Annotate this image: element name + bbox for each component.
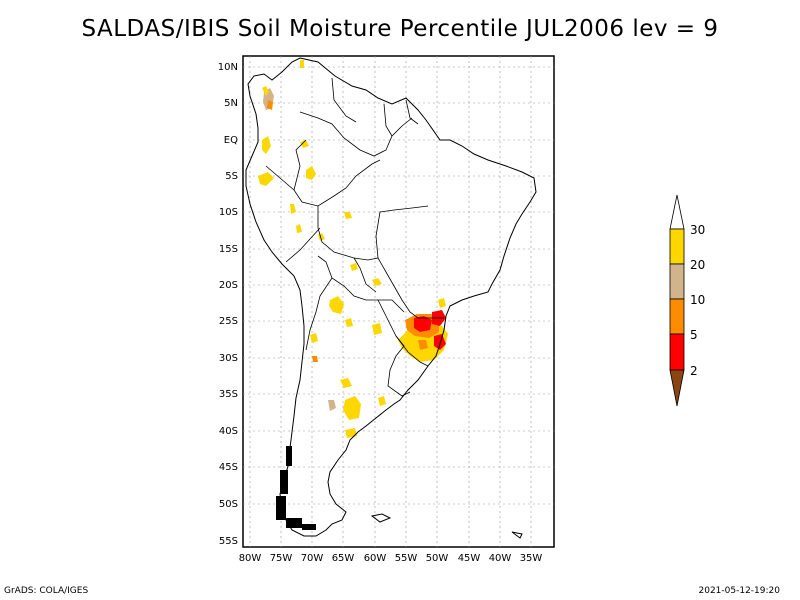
colorbar-label: 10 [690,293,705,307]
lat-label: 45S [219,462,238,473]
lon-label: 55W [395,553,418,564]
footer-timestamp: 2021-05-12-19:20 [698,586,781,596]
colorbar-segment-above-30 [669,194,685,230]
lat-label: 5N [224,98,238,109]
lon-label: 45W [458,553,481,564]
colorbar-segment-below-2 [669,369,685,407]
footer-credit: GrADS: COLA/IGES [4,586,89,596]
lat-label: 10S [219,207,238,218]
colorbar-label: 20 [690,258,705,272]
lat-label: 10N [218,62,238,73]
map-frame [242,55,555,548]
colorbar-segment-10-20 [669,263,685,300]
lon-label: 50W [426,553,449,564]
map-title: SALDAS/IBIS Soil Moisture Percentile JUL… [81,16,719,42]
colorbar-label: 5 [690,328,698,342]
lat-label: 40S [219,426,238,437]
colorbar-label: 30 [690,223,705,237]
map-gridlines [243,56,554,547]
lat-label: 35S [219,389,238,400]
lat-label: 25S [219,316,238,327]
southern-islands [276,446,316,530]
coastline [245,57,537,539]
colorbar-segment-2-5 [669,333,685,371]
lon-label: 65W [332,553,355,564]
colorbar-labels: 30 20 10 5 2 [690,223,705,378]
colorbar-label: 2 [690,364,698,378]
lon-label: 60W [364,553,387,564]
longitude-labels: 80W 75W 70W 65W 60W 55W 50W 45W 40W 35W [239,553,543,564]
lat-label: 20S [219,280,238,291]
colorbar-segment-20-30 [669,228,685,265]
lon-label: 40W [489,553,512,564]
lat-label: 30S [219,353,238,364]
lon-label: 80W [239,553,262,564]
lon-label: 70W [301,553,324,564]
colorbar-legend [669,194,685,407]
lon-label: 35W [520,553,543,564]
lon-label: 75W [270,553,293,564]
country-borders [265,77,444,397]
latitude-labels: 10N 5N EQ 5S 10S 15S 20S 25S 30S 35S 40S… [218,62,238,547]
lat-label: 55S [219,536,238,547]
lat-label: 50S [219,499,238,510]
soil-moisture-shading [258,60,448,438]
lat-label: 5S [225,171,238,182]
colorbar-segment-5-10 [669,298,685,335]
lat-label: 15S [219,244,238,255]
lat-label: EQ [224,135,238,146]
